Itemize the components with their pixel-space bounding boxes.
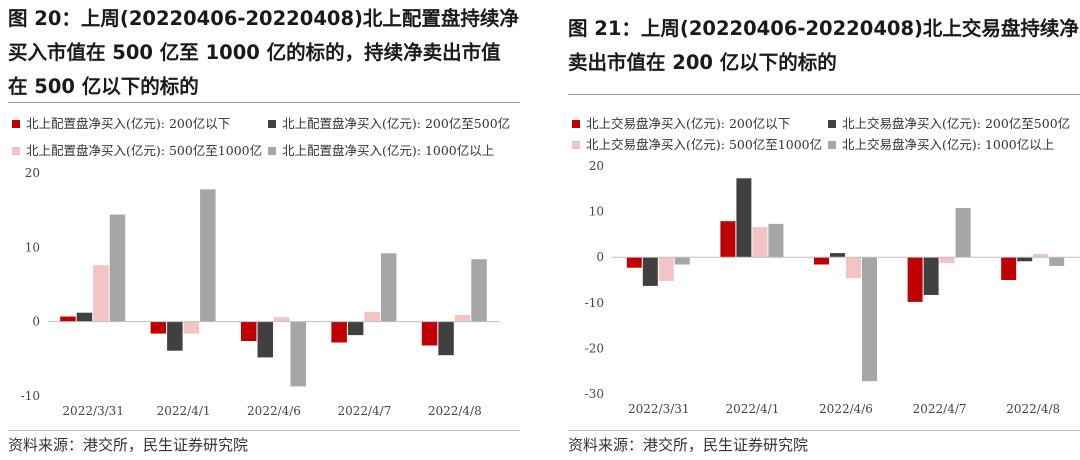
bar xyxy=(331,321,347,343)
bar xyxy=(923,257,939,295)
legend-label: 北上配置盘净买入(亿元): 1000亿以上 xyxy=(282,143,495,158)
bar xyxy=(167,321,183,351)
legend-swatch xyxy=(572,120,580,128)
x-tick-label: 2022/3/31 xyxy=(62,404,124,418)
bar xyxy=(907,257,923,302)
y-tick-label: 20 xyxy=(25,166,40,180)
legend-swatch xyxy=(828,120,836,128)
y-tick-label: 20 xyxy=(589,159,604,173)
bar xyxy=(241,321,257,341)
legend-swatch xyxy=(12,147,20,155)
x-tick-label: 2022/3/31 xyxy=(628,402,690,416)
bar xyxy=(290,321,306,387)
bar xyxy=(150,321,167,334)
legend-label: 北上交易盘净买入(亿元): 500亿至1000亿 xyxy=(586,137,823,152)
bar xyxy=(471,259,487,322)
bar xyxy=(380,253,397,322)
title-divider xyxy=(568,94,1080,95)
x-tick-label: 2022/4/6 xyxy=(819,402,873,416)
legend-swatch xyxy=(12,120,20,128)
legend-label: 北上配置盘净买入(亿元): 200亿至500亿 xyxy=(282,116,511,131)
source-divider xyxy=(568,430,1080,431)
y-tick-label: 0 xyxy=(596,250,604,264)
chart-title: 图 21：上周(20220406-20220408)北上交易盘持续净卖出市值在 … xyxy=(568,17,1079,74)
bar xyxy=(93,265,109,322)
source-note: 资料来源：港交所，民生证券研究院 xyxy=(568,436,809,454)
bar xyxy=(183,321,200,334)
x-tick-label: 2022/4/1 xyxy=(157,404,211,418)
bar xyxy=(454,315,471,322)
bar xyxy=(257,321,273,358)
bar xyxy=(955,208,971,258)
bar xyxy=(862,257,877,382)
source-note: 资料来源：港交所，民生证券研究院 xyxy=(8,436,249,454)
bar xyxy=(939,257,955,264)
chart-panel-left: 图 20：上周(20220406-20220408)北上配置盘持续净买入市值在 … xyxy=(0,0,530,460)
x-tick-label: 2022/4/7 xyxy=(337,404,391,418)
y-tick-label: -20 xyxy=(585,341,604,355)
legend-swatch xyxy=(572,141,580,149)
bar xyxy=(642,257,658,286)
x-tick-label: 2022/4/8 xyxy=(1006,402,1060,416)
x-tick-label: 2022/4/6 xyxy=(247,404,301,418)
bar xyxy=(1001,257,1017,280)
bar xyxy=(60,316,76,322)
bar xyxy=(1017,257,1033,262)
bar xyxy=(626,257,642,268)
legend-label: 北上交易盘净买入(亿元): 200亿至500亿 xyxy=(842,116,1071,131)
bar-chart-plot: 20 10 0 -10 -20 -30 2022/3/31 2022/4/1 2022/4/6 2… xyxy=(585,159,1080,416)
bar xyxy=(347,321,364,336)
bar xyxy=(274,317,290,322)
title-divider xyxy=(8,102,520,103)
bar xyxy=(438,321,454,356)
chart-panel-right: 图 21：上周(20220406-20220408)北上交易盘持续净卖出市值在 … xyxy=(560,0,1080,460)
bar xyxy=(421,321,438,346)
y-tick-label: 10 xyxy=(589,205,604,219)
bar xyxy=(200,189,216,322)
y-tick-label: -10 xyxy=(21,389,40,403)
bar xyxy=(364,312,380,322)
legend-label: 北上交易盘净买入(亿元): 1000亿以上 xyxy=(842,137,1055,152)
chart-title: 图 20：上周(20220406-20220408)北上配置盘持续净买入市值在 … xyxy=(8,7,519,98)
x-tick-label: 2022/4/8 xyxy=(428,404,482,418)
y-tick-label: -10 xyxy=(585,296,604,310)
legend-swatch xyxy=(268,147,276,155)
bar xyxy=(674,257,690,265)
legend-label: 北上交易盘净买入(亿元): 200亿以下 xyxy=(586,116,791,131)
y-tick-label: -30 xyxy=(585,387,604,401)
bar xyxy=(736,178,752,258)
x-tick-label: 2022/4/1 xyxy=(725,402,779,416)
y-tick-label: 10 xyxy=(25,240,40,254)
bar xyxy=(658,257,674,281)
legend-swatch xyxy=(828,141,836,149)
bar xyxy=(720,221,736,258)
bar xyxy=(846,257,861,279)
bar xyxy=(109,214,126,322)
bar xyxy=(1049,257,1065,266)
legend-label: 北上配置盘净买入(亿元): 500亿至1000亿 xyxy=(26,143,263,158)
x-tick-label: 2022/4/7 xyxy=(913,402,967,416)
legend-label: 北上配置盘净买入(亿元): 200亿以下 xyxy=(26,116,231,131)
bar xyxy=(752,227,768,258)
source-divider xyxy=(8,430,520,431)
bar xyxy=(76,312,93,322)
bar xyxy=(1033,254,1049,258)
bar-chart-plot: 20 10 0 -10 2022/3/31 2022/4/1 2022/4/6 2022/4/… xyxy=(21,166,500,418)
legend-swatch xyxy=(268,120,276,128)
y-tick-label: 0 xyxy=(32,315,40,329)
bar xyxy=(830,253,845,258)
bar xyxy=(768,223,784,258)
bar xyxy=(814,257,829,265)
